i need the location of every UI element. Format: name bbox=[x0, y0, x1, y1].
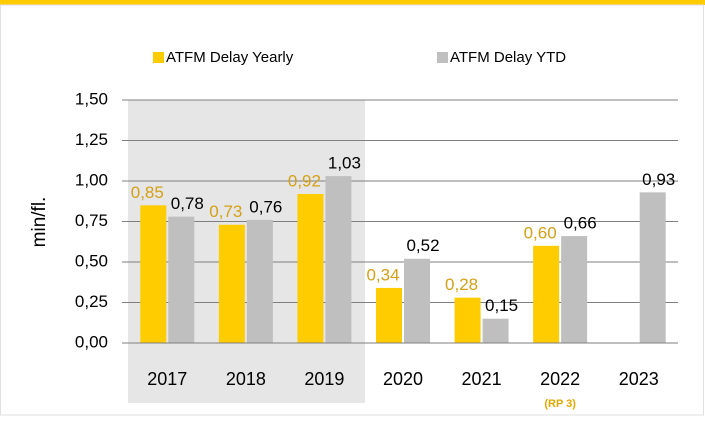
data-label: 0,92 bbox=[288, 171, 321, 190]
data-label: 0,85 bbox=[131, 183, 164, 202]
bar bbox=[246, 219, 273, 343]
data-label: 0,52 bbox=[406, 236, 439, 255]
legend-swatch bbox=[153, 52, 164, 63]
x-tick-label: 2019 bbox=[304, 369, 344, 389]
data-label: 0,66 bbox=[564, 214, 597, 233]
data-label: 0,15 bbox=[485, 296, 518, 315]
bar bbox=[404, 258, 430, 343]
frame bbox=[0, 4, 704, 416]
top-band bbox=[0, 0, 705, 5]
y-tick-label: 0,75 bbox=[75, 211, 108, 230]
y-tick-label: 0,50 bbox=[75, 251, 108, 270]
bar bbox=[482, 318, 509, 343]
data-label: 1,03 bbox=[328, 154, 361, 173]
data-label: 0,73 bbox=[209, 202, 242, 221]
bar bbox=[140, 205, 167, 343]
y-tick-label: 1,00 bbox=[75, 170, 108, 189]
data-label: 0,93 bbox=[642, 170, 675, 189]
y-tick-label: 1,50 bbox=[75, 89, 108, 108]
data-label: 0,78 bbox=[171, 194, 204, 213]
y-tick-label: 0,00 bbox=[75, 332, 108, 351]
legend-label: ATFM Delay YTD bbox=[450, 49, 566, 66]
legend-label: ATFM Delay Yearly bbox=[166, 49, 294, 66]
bar bbox=[168, 216, 195, 343]
legend-swatch bbox=[437, 52, 448, 63]
annotation: (RP 3) bbox=[544, 398, 576, 410]
y-axis-label: min/fl. bbox=[29, 197, 50, 248]
data-label: 0,34 bbox=[366, 265, 399, 284]
y-tick-label: 1,25 bbox=[75, 130, 108, 149]
bar bbox=[297, 193, 324, 343]
x-tick-label: 2022 bbox=[540, 369, 580, 389]
data-label: 0,76 bbox=[249, 197, 282, 216]
bar bbox=[376, 287, 402, 343]
y-tick-label: 0,25 bbox=[75, 292, 108, 311]
x-tick-label: 2023 bbox=[619, 369, 659, 389]
data-label: 0,28 bbox=[445, 275, 478, 294]
x-tick-label: 2020 bbox=[383, 369, 423, 389]
x-tick-label: 2021 bbox=[462, 369, 502, 389]
bar bbox=[454, 297, 481, 343]
x-tick-label: 2017 bbox=[147, 369, 187, 389]
x-tick-label: 2018 bbox=[226, 369, 266, 389]
bar bbox=[218, 224, 245, 343]
data-label: 0,60 bbox=[524, 223, 557, 242]
bar bbox=[561, 236, 588, 343]
bar bbox=[639, 192, 666, 343]
bar bbox=[325, 176, 352, 343]
bar bbox=[533, 245, 560, 343]
